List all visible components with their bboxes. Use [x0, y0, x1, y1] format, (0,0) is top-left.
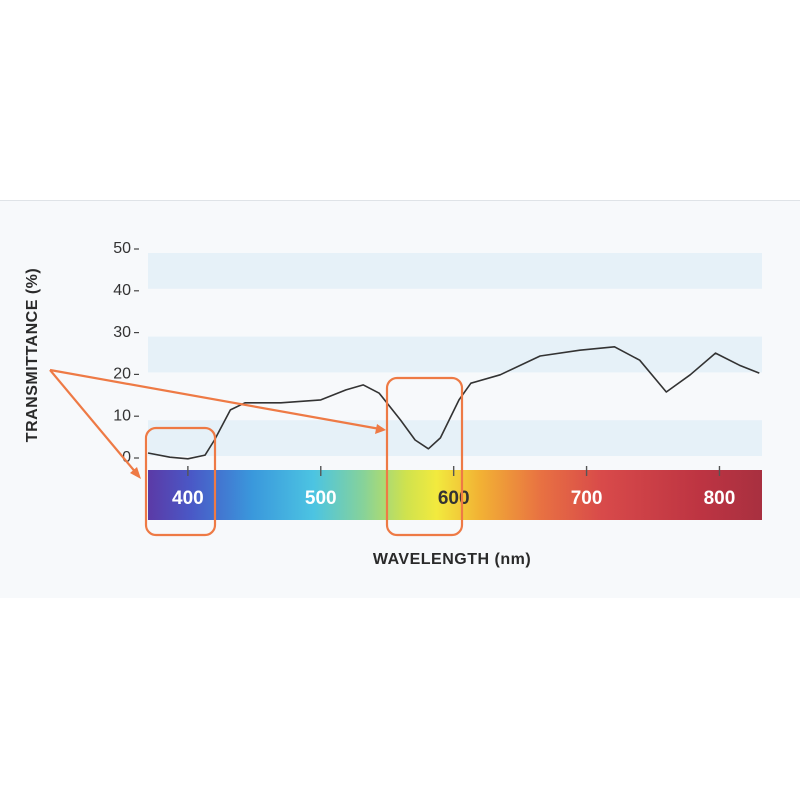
- y-tick-label: 30: [113, 324, 131, 341]
- annotations: [49, 368, 464, 537]
- x-tick-label: 400: [172, 488, 204, 509]
- lines: [147, 346, 760, 460]
- y-axis-title: TRANSMITTANCE (%): [24, 268, 41, 442]
- x-tick-label: 700: [571, 488, 603, 509]
- bands: [148, 253, 762, 456]
- data-line: [147, 346, 760, 460]
- y-tick-label: 10: [113, 407, 131, 424]
- x-tick-label: 800: [704, 488, 736, 509]
- arrow: [49, 369, 138, 475]
- spectrum-bar: [148, 470, 762, 520]
- x-axis-title: WAVELENGTH (nm): [373, 551, 531, 568]
- arrowhead: [375, 424, 386, 434]
- arrow: [49, 368, 381, 431]
- grid-band: [148, 336, 762, 373]
- grid-band: [148, 253, 762, 289]
- x-tick-label: 600: [438, 488, 470, 509]
- highlight-box: [385, 376, 464, 537]
- arrowhead: [130, 467, 141, 479]
- y-tick-label: 20: [113, 366, 131, 383]
- y-tick-label: 50: [113, 240, 131, 257]
- y-tick-label: 0: [122, 449, 131, 466]
- grid-band: [148, 420, 762, 456]
- x-tick-label: 500: [305, 488, 337, 509]
- y-tick-label: 40: [113, 282, 131, 299]
- highlight-box: [144, 426, 217, 537]
